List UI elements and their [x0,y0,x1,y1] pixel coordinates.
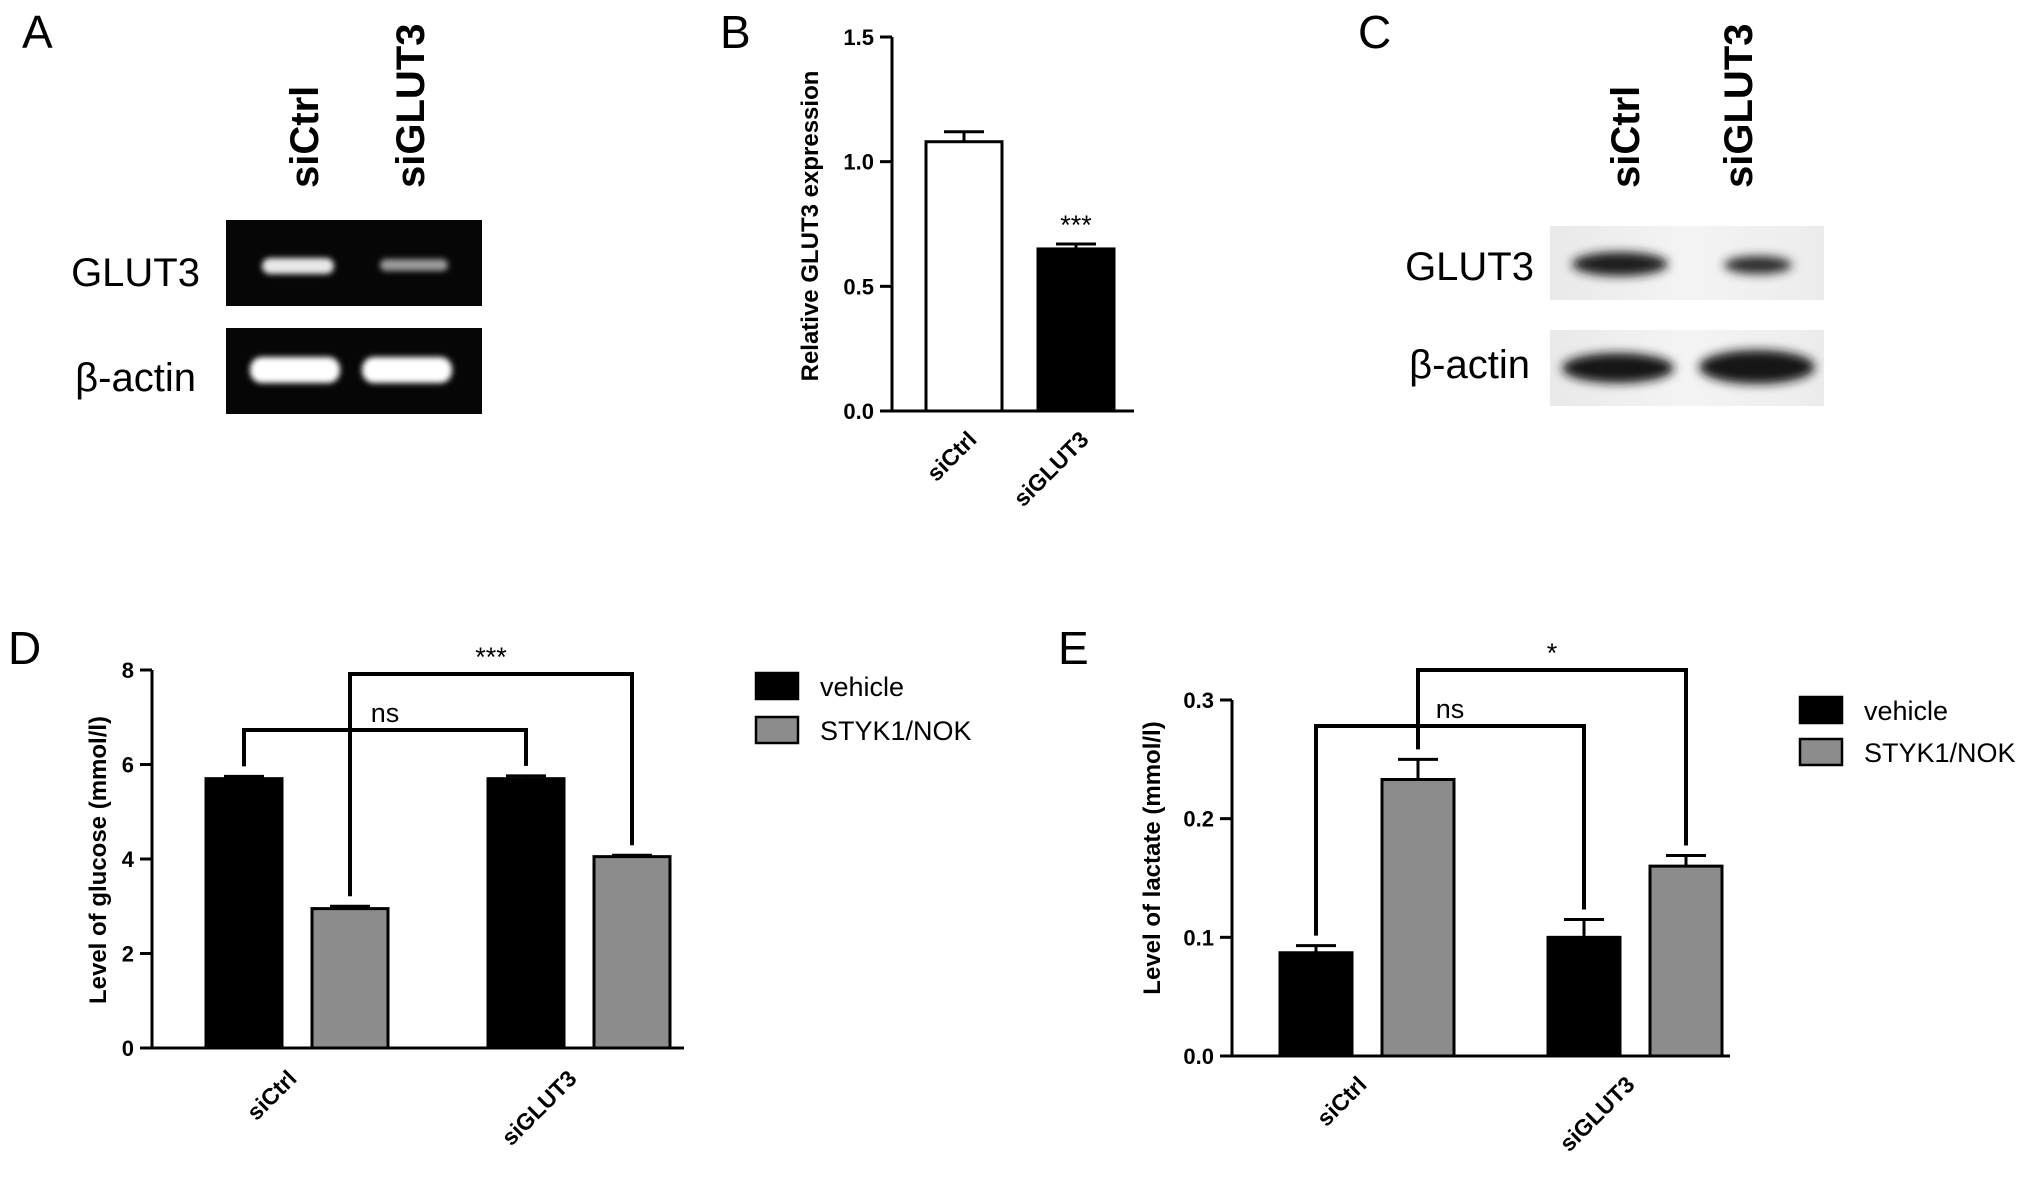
y-tick-label: 4 [122,847,135,872]
y-tick-label: 0.1 [1183,925,1214,950]
bar [924,140,1004,413]
bar [1036,247,1116,413]
blot-bands [1562,252,1815,384]
lane-label-siglut3-c: siGLUT3 [1717,24,1761,188]
row-label-actin-a: β-actin [75,356,196,400]
comparison-bracket [1416,668,1688,846]
x-tick-label: siGLUT3 [1008,426,1093,511]
y-tick-label: 0.2 [1183,807,1214,832]
y-tick-label: 1.5 [843,25,874,50]
y-axis-title: Relative GLUT3 expression [797,71,824,382]
significance-label: *** [1060,210,1092,240]
lane-label-siglut3-a: siGLUT3 [389,24,433,188]
bar [1380,778,1456,1058]
legend-swatch [1798,695,1844,725]
x-tick-label: siCtrl [922,426,982,486]
panel-letter-e: E [1058,622,1089,674]
chart-d: D 0 2 4 6 8 Level of glucose (mmol/l) siCtrl siG… [8,622,972,1150]
row-label-glut3-a: GLUT3 [71,251,200,295]
panel-a-gel: A siCtrl siGLUT3 GLUT3 β-actin [22,6,482,414]
bar [1546,935,1622,1058]
legend-swatch [754,715,800,745]
legend-label: vehicle [1864,696,1948,726]
y-tick-label: 0 [122,1036,134,1061]
comparison-label: *** [475,642,507,672]
legend-label: STYK1/NOK [820,716,972,746]
row-label-glut3-c: GLUT3 [1405,245,1534,289]
comparison-label: ns [1436,694,1465,724]
comparison-label: * [1547,638,1558,668]
comparison-bracket [1314,724,1586,936]
y-tick-label: 8 [122,658,134,683]
legend-label: vehicle [820,672,904,702]
comparison-bracket [242,728,528,767]
chart-b: B 0.0 0.5 1.0 1.5 Relative GLUT3 expression si… [720,6,1134,511]
lane-label-sictrl-a: siCtrl [283,86,327,188]
y-axis-title: Level of glucose (mmol/l) [85,716,112,1004]
bar [204,777,284,1050]
y-tick-label: 0.0 [843,399,874,424]
x-tick-label: siGLUT3 [496,1065,581,1150]
x-tick-label: siCtrl [242,1065,302,1125]
gel-bands [250,258,452,383]
x-tick-label: siGLUT3 [1554,1071,1639,1156]
lane-label-sictrl-c: siCtrl [1604,86,1648,188]
bar [1278,951,1354,1058]
panel-letter-a: A [22,6,53,58]
bar [592,855,672,1050]
panel-c-blot: C siCtrl siGLUT3 GLUT3 β-actin [1358,6,1824,406]
y-tick-label: 1.0 [843,150,874,175]
y-tick-label: 6 [122,753,134,778]
comparison-bracket [348,672,634,897]
y-tick-label: 0.3 [1183,688,1214,713]
panel-letter-b: B [720,6,751,58]
bar [486,777,566,1050]
y-axis-title: Level of lactate (mmol/l) [1139,721,1166,994]
comparison-label: ns [371,698,400,728]
panel-letter-c: C [1358,6,1391,58]
x-tick-label: siCtrl [1312,1071,1372,1131]
y-tick-label: 2 [122,942,134,967]
legend-label: STYK1/NOK [1864,738,2016,768]
legend-swatch [754,671,800,701]
y-tick-label: 0.0 [1183,1044,1214,1069]
panel-letter-d: D [8,622,41,674]
row-label-actin-c: β-actin [1409,343,1530,387]
bar [1648,864,1724,1058]
chart-e: E 0.0 0.1 0.2 0.3 Level of lactate (mmol/l) si… [1058,622,2016,1156]
bar [310,907,390,1050]
y-tick-label: 0.5 [843,274,874,299]
legend-swatch [1798,737,1844,767]
